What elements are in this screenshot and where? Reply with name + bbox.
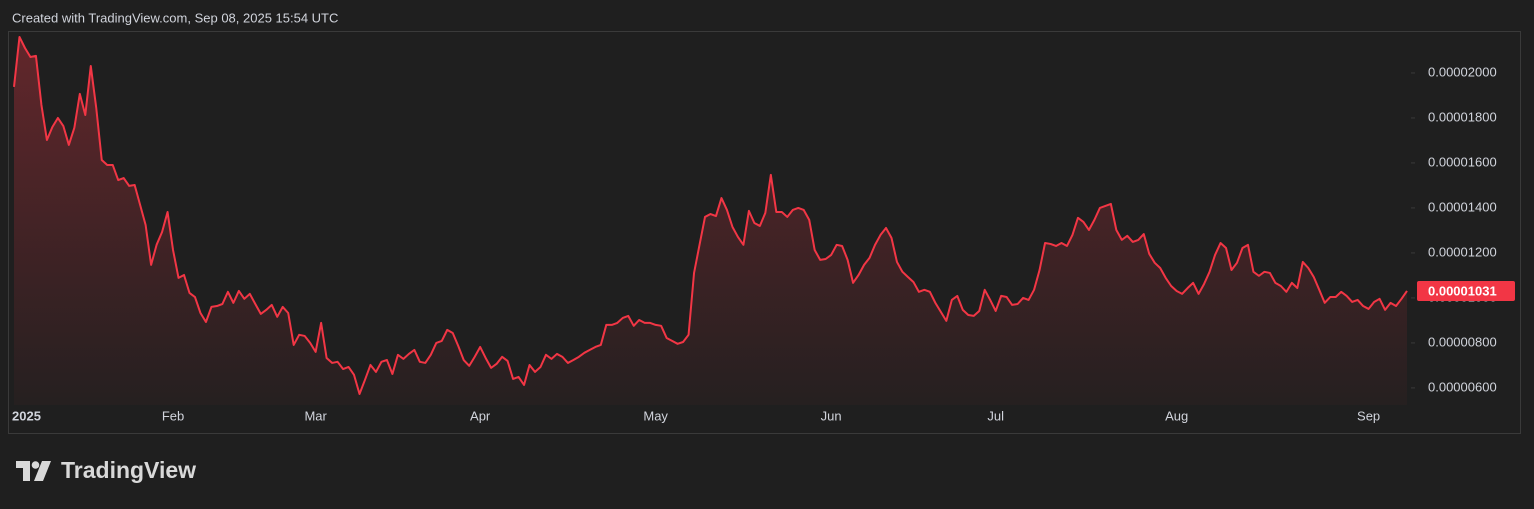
last-price-label: 0.00001031 [1428,283,1497,298]
x-tick-label: Feb [162,408,184,423]
brand-logo [16,461,51,481]
chart-frame [8,31,1521,434]
x-tick-label: Sep [1357,408,1380,423]
logo-part [16,461,30,481]
y-tick-label: 0.00002000 [1428,64,1497,79]
last-price-tag [1417,280,1515,301]
price-line [13,35,1408,395]
x-tick-label: Jun [821,408,842,423]
y-tick-label: 0.00000800 [1428,334,1497,349]
x-tick-label: 2025 [12,408,41,423]
header-text: Created with TradingView.com, Sep 08, 20… [12,10,338,25]
y-tick-label: 0.00001800 [1428,109,1497,124]
x-tick-label: Mar [304,408,327,423]
x-tick-label: Jul [987,408,1004,423]
y-tick-label: 0.00000600 [1428,379,1497,394]
y-tick-label: 0.00001200 [1428,244,1497,259]
y-tick-label: 0.00001600 [1428,154,1497,169]
y-tick-label: 0.00001400 [1428,199,1497,214]
logo-part [34,461,51,481]
x-tick-label: Aug [1165,408,1188,423]
x-tick-label: May [643,408,668,423]
brand-name: TradingView [61,457,196,483]
plot: 0.000006000.000008000.000010000.00001200… [12,35,1515,423]
x-tick-label: Apr [470,408,491,423]
logo-part [31,461,40,469]
area-fill [14,36,1407,405]
